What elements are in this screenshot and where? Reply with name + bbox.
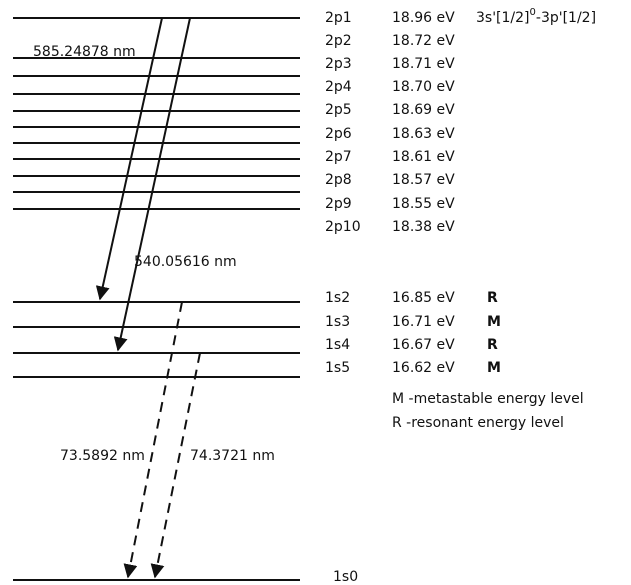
level-energy: 18.38 eV bbox=[392, 219, 455, 235]
level-type: R bbox=[487, 290, 498, 306]
level-energy: 18.96 eV bbox=[392, 10, 455, 26]
level-name: 2p10 bbox=[325, 219, 361, 235]
level-name: 2p5 bbox=[325, 102, 352, 118]
level-type: R bbox=[487, 337, 498, 353]
level-energy: 16.71 eV bbox=[392, 314, 455, 330]
level-name: 1s2 bbox=[325, 290, 350, 306]
level-name: 2p3 bbox=[325, 56, 352, 72]
wavelength-label: 540.05616 nm bbox=[134, 254, 237, 270]
level-energy: 16.67 eV bbox=[392, 337, 455, 353]
level-name: 2p7 bbox=[325, 149, 352, 165]
level-name: 2p9 bbox=[325, 196, 352, 212]
wavelength-label: 74.3721 nm bbox=[190, 448, 275, 464]
arrow bbox=[150, 352, 201, 579]
level-name: 2p1 bbox=[325, 10, 352, 26]
level-energy: 16.62 eV bbox=[392, 360, 455, 376]
level-energy: 18.70 eV bbox=[392, 79, 455, 95]
level-energy: 18.71 eV bbox=[392, 56, 455, 72]
level-energy: 18.69 eV bbox=[392, 102, 455, 118]
level-name: 2p6 bbox=[325, 126, 352, 142]
wavelength-label: 585.24878 nm bbox=[33, 44, 136, 60]
transitions: 585.24878 nm 540.05616 nm 73.5892 nm 74.… bbox=[33, 17, 275, 579]
arrow bbox=[113, 17, 191, 352]
arrow bbox=[123, 301, 183, 579]
transition-tail: -3p'[1/2] bbox=[536, 10, 596, 26]
level-energy: 18.57 eV bbox=[392, 172, 455, 188]
wavelength-label: 73.5892 nm bbox=[60, 448, 145, 464]
transition-main: 3s'[1/2] bbox=[476, 10, 530, 26]
level-lines bbox=[13, 17, 300, 581]
level-energy: 18.55 eV bbox=[392, 196, 455, 212]
transition-label: 3s'[1/2]0-3p'[1/2] bbox=[476, 7, 596, 26]
level-energy: 18.63 eV bbox=[392, 126, 455, 142]
legend-entry: M -metastable energy level bbox=[392, 391, 584, 407]
level-energy: 16.85 eV bbox=[392, 290, 455, 306]
level-name: 1s3 bbox=[325, 314, 350, 330]
level-energy: 18.61 eV bbox=[392, 149, 455, 165]
transition-superscript: 0 bbox=[530, 7, 536, 18]
level-name: 1s5 bbox=[325, 360, 350, 376]
level-name: 2p2 bbox=[325, 33, 352, 49]
level-name: 2p4 bbox=[325, 79, 352, 95]
level-labels: 2p1 18.96 eV 2p2 18.72 eV 2p3 18.71 eV 2p4 18.7… bbox=[325, 10, 501, 585]
legend-entry: R -resonant energy level bbox=[392, 415, 564, 431]
level-name: 1s0 bbox=[333, 569, 358, 585]
level-energy: 18.72 eV bbox=[392, 33, 455, 49]
level-name: 1s4 bbox=[325, 337, 350, 353]
level-type: M bbox=[487, 314, 501, 330]
level-name: 2p8 bbox=[325, 172, 352, 188]
level-type: M bbox=[487, 360, 501, 376]
arrow bbox=[95, 17, 163, 301]
